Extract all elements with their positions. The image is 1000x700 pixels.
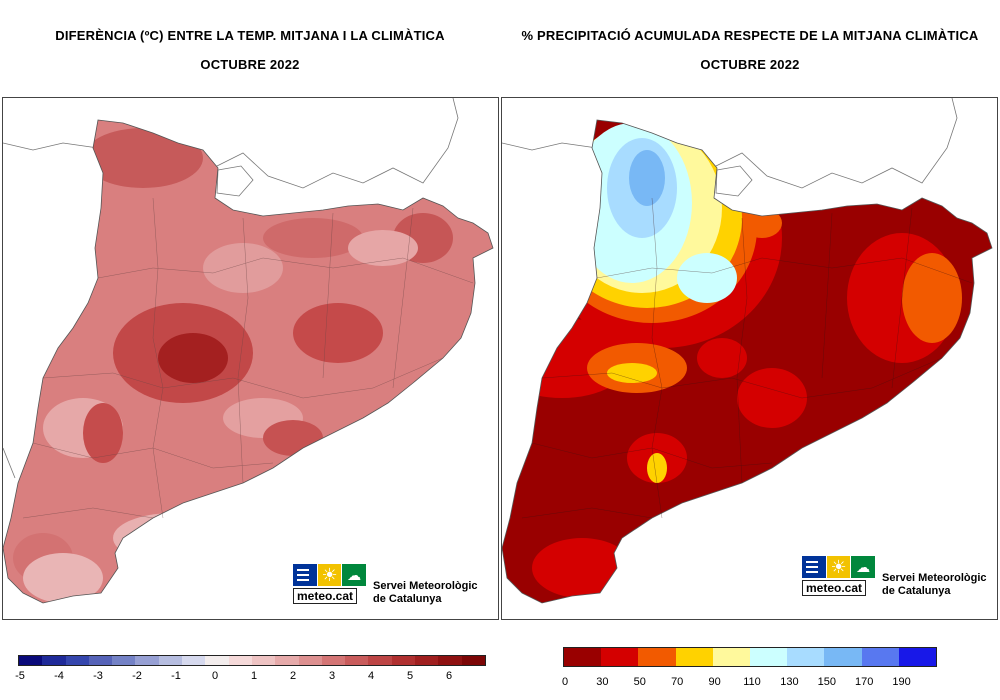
legend-swatch (182, 656, 206, 665)
legend-swatch (675, 648, 713, 666)
andorra-region (216, 165, 254, 197)
temperature-legend: -5 -4 -3 -2 -1 0 1 2 3 4 5 6 (15, 655, 486, 684)
legend-swatch (564, 648, 602, 666)
border-line (502, 142, 598, 151)
andorra-region (715, 165, 753, 197)
menu-icon (293, 564, 317, 586)
legend-swatch (438, 656, 462, 665)
logo-brand-text: meteo.cat (802, 580, 867, 596)
legend-tick-label: 50 (633, 676, 646, 688)
legend-tick-label: 30 (596, 676, 609, 688)
legend-swatch (298, 656, 322, 665)
legend-tick-label: -1 (171, 670, 181, 682)
legend-swatch (787, 648, 825, 666)
legend-tick-label: 110 (743, 676, 761, 688)
sun-icon: ☀ (826, 556, 851, 578)
border-line (212, 98, 459, 189)
org-line2: de Catalunya (882, 585, 951, 597)
border-line (3, 142, 99, 151)
legend-swatch (251, 656, 276, 665)
temperature-tick-labels: -5 -4 -3 -2 -1 0 1 2 3 4 5 6 (15, 670, 486, 684)
organization-name: Servei Meteorològic de Catalunya (882, 572, 992, 598)
legend-tick-label: 3 (328, 670, 336, 682)
legend-swatch (135, 656, 159, 665)
legend-swatch (415, 656, 439, 665)
logo-brand-text: meteo.cat (293, 588, 358, 604)
legend-swatch (275, 656, 299, 665)
legend-swatch (368, 656, 392, 665)
legend-tick-label: -4 (54, 670, 64, 682)
map-icon: ☁ (342, 564, 367, 586)
legend-tick-label: 0 (211, 670, 219, 682)
temperature-colorbar (18, 655, 486, 666)
map-icon: ☁ (851, 556, 876, 578)
border-line (3, 447, 16, 479)
legend-swatch (65, 656, 89, 665)
right-title-line1: % PRECIPITACIÓ ACUMULADA RESPECTE DE LA … (521, 28, 979, 43)
catalonia-outline (3, 119, 494, 604)
legend-swatch (712, 648, 751, 666)
legend-swatch (750, 648, 788, 666)
legend-tick-label: 70 (671, 676, 684, 688)
legend-swatch (112, 656, 136, 665)
legend-tick-label: 5 (406, 670, 414, 682)
legend-tick-label: -5 (15, 670, 25, 682)
legend-swatch (158, 656, 183, 665)
legend-tick-label: 0 (561, 676, 569, 688)
legend-swatch (228, 656, 252, 665)
organization-name: Servei Meteorològic de Catalunya (373, 580, 483, 606)
legend-swatch (601, 648, 639, 666)
precipitation-tick-labels: 0 30 50 70 90 110 130 150 170 190 (561, 676, 937, 690)
legend-tick-label: -2 (132, 670, 142, 682)
legend-tick-label: 6 (445, 670, 453, 682)
menu-icon (802, 556, 826, 578)
legend-swatch (88, 656, 113, 665)
left-title-line2: OCTUBRE 2022 (200, 57, 300, 72)
catalonia-outline (502, 119, 993, 604)
meteocat-logo: ☀ ☁ meteo.cat (293, 564, 367, 608)
legend-swatch (461, 656, 485, 665)
right-map-title: % PRECIPITACIÓ ACUMULADA RESPECTE DE LA … (500, 28, 1000, 72)
legend-swatch (321, 656, 346, 665)
legend-tick-label: 90 (708, 676, 721, 688)
legend-swatch (19, 656, 43, 665)
legend-tick-label: 170 (855, 676, 874, 688)
legend-swatch (861, 648, 899, 666)
logo-block: ☀ ☁ meteo.cat Servei Meteorològic de Cat… (802, 556, 992, 600)
legend-tick-label: -3 (93, 670, 103, 682)
logo-block: ☀ ☁ meteo.cat Servei Meteorològic de Cat… (293, 564, 483, 608)
org-line2: de Catalunya (373, 593, 442, 605)
org-line1: Servei Meteorològic (882, 572, 987, 584)
left-title-line1: DIFERÈNCIA (ºC) ENTRE LA TEMP. MITJANA I… (55, 28, 445, 43)
legend-swatch (898, 648, 937, 666)
legend-swatch (824, 648, 862, 666)
temperature-map-svg (3, 98, 494, 604)
legend-tick-label: 2 (289, 670, 297, 682)
county-boundaries (22, 197, 474, 519)
legend-tick-label: 130 (780, 676, 799, 688)
legend-swatch (391, 656, 416, 665)
border-line (711, 98, 958, 189)
sun-icon: ☀ (317, 564, 342, 586)
org-line1: Servei Meteorològic (373, 580, 478, 592)
precipitation-colorbar (563, 647, 937, 667)
legend-swatch (205, 656, 229, 665)
legend-tick-label: 4 (367, 670, 375, 682)
temperature-anomaly-map: ☀ ☁ meteo.cat Servei Meteorològic de Cat… (2, 97, 499, 620)
precipitation-map: ☀ ☁ meteo.cat Servei Meteorològic de Cat… (501, 97, 998, 620)
legend-tick-label: 150 (817, 676, 836, 688)
legend-swatch (42, 656, 66, 665)
county-boundaries (521, 197, 973, 519)
legend-swatch (638, 648, 676, 666)
left-map-title: DIFERÈNCIA (ºC) ENTRE LA TEMP. MITJANA I… (0, 28, 500, 72)
legend-tick-label: 1 (250, 670, 258, 682)
right-title-line2: OCTUBRE 2022 (700, 57, 800, 72)
precipitation-legend: 0 30 50 70 90 110 130 150 170 190 (561, 647, 937, 690)
meteocat-logo: ☀ ☁ meteo.cat (802, 556, 876, 600)
precipitation-map-svg (502, 98, 993, 604)
legend-swatch (345, 656, 369, 665)
legend-tick-label: 190 (892, 676, 911, 688)
